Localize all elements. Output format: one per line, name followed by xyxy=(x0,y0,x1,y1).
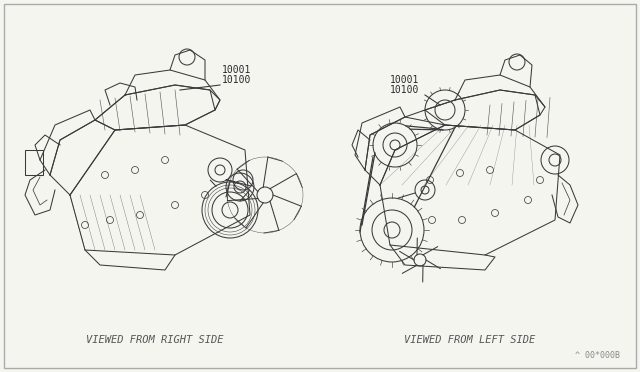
Text: ^ 00*000B: ^ 00*000B xyxy=(575,350,620,359)
Text: 10001: 10001 xyxy=(390,75,419,85)
Bar xyxy=(25,150,43,175)
Text: 10100: 10100 xyxy=(390,85,419,95)
Text: 10100: 10100 xyxy=(222,75,252,85)
Text: VIEWED FROM LEFT SIDE: VIEWED FROM LEFT SIDE xyxy=(404,335,536,345)
Text: 10001: 10001 xyxy=(222,65,252,75)
Text: VIEWED FROM RIGHT SIDE: VIEWED FROM RIGHT SIDE xyxy=(86,335,224,345)
